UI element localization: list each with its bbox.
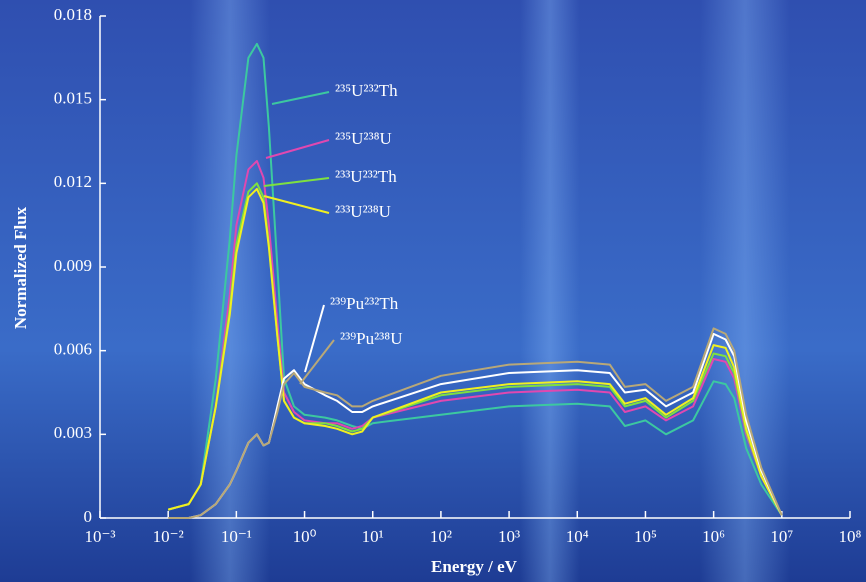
x-tick-label: 10⁴	[566, 527, 589, 546]
series-line	[168, 327, 783, 519]
series-line	[167, 42, 783, 516]
series-line	[167, 182, 783, 516]
series-label: ²³⁹Pu²³⁸U	[340, 329, 402, 348]
x-tick-label: 10⁻²	[153, 527, 184, 546]
x-tick-label: 10³	[498, 527, 520, 546]
label-leader	[265, 139, 330, 159]
series-label: ²³⁵U²³²Th	[335, 81, 398, 100]
x-tick-label: 10⁶	[702, 527, 725, 546]
y-tick-label: 0.012	[54, 172, 92, 191]
series-line	[167, 160, 783, 516]
label-leader	[263, 177, 330, 187]
x-tick-label: 10⁰	[293, 527, 317, 546]
y-tick-label: 0.015	[54, 89, 92, 108]
label-leader	[299, 339, 335, 385]
y-tick-label: 0.009	[54, 256, 92, 275]
label-leader	[263, 195, 330, 214]
series-label: ²³⁵U²³⁸U	[335, 129, 392, 148]
x-tick-label: 10⁻³	[84, 527, 115, 546]
x-tick-label: 10⁻¹	[221, 527, 252, 546]
background-streak	[520, 0, 580, 582]
x-tick-label: 10²	[430, 527, 452, 546]
x-axis-label: Energy / eV	[431, 557, 518, 576]
series-line	[167, 187, 783, 516]
y-tick-label: 0.018	[54, 5, 92, 24]
series-label: ²³³U²³²Th	[335, 167, 397, 186]
x-tick-label: 10⁷	[770, 527, 793, 546]
y-tick-label: 0.006	[54, 340, 92, 359]
x-tick-label: 10¹	[362, 527, 384, 546]
series-label: ²³⁹Pu²³²Th	[330, 294, 399, 313]
y-tick-label: 0.003	[54, 423, 92, 442]
y-axis-label: Normalized Flux	[11, 206, 30, 329]
label-leader	[271, 91, 330, 105]
series-label: ²³³U²³⁸U	[335, 202, 391, 221]
background-streak	[700, 0, 790, 582]
label-leader	[304, 304, 325, 373]
x-tick-label: 10⁸	[839, 527, 862, 546]
y-tick-label: 0	[84, 507, 93, 526]
x-tick-label: 10⁵	[634, 527, 657, 546]
